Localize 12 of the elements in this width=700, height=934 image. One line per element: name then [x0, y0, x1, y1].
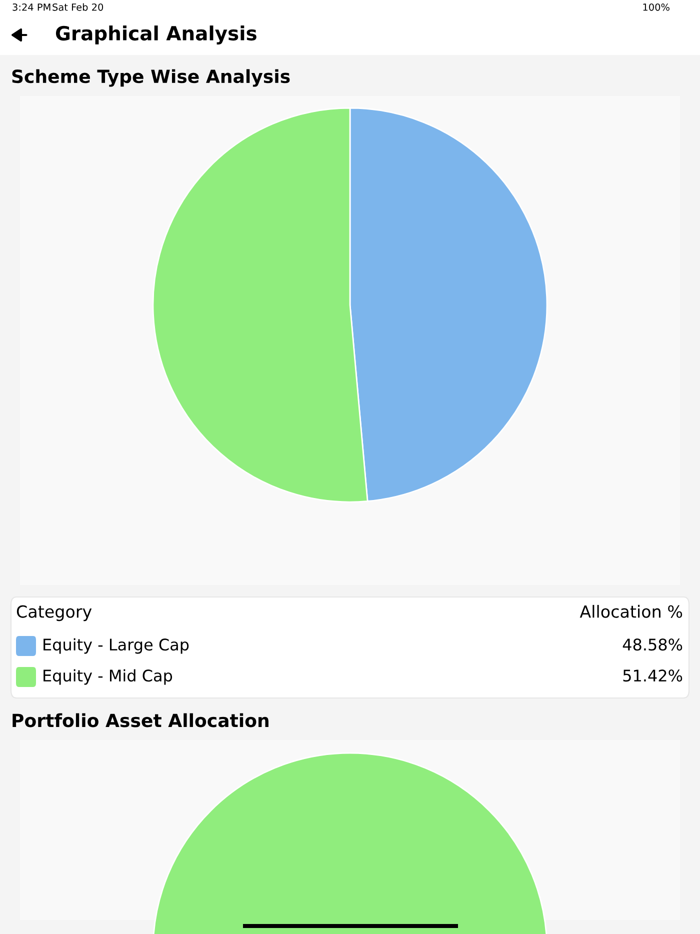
- text: Allocation %: [580, 604, 682, 618]
- legend-label: Equity - Large Cap: [44, 638, 189, 654]
- text: 3:24 PM: [12, 3, 50, 11]
- data-label: 51.42%: [623, 670, 682, 682]
- chart-title: Scheme Type Wise Analysis: [12, 69, 290, 87]
- text: 100%: [643, 3, 670, 11]
- text: Sat Feb 20: [52, 3, 104, 11]
- data-label: 48.58%: [622, 638, 682, 651]
- chart-title: Portfolio Asset Allocation: [12, 713, 268, 728]
- legend-title: Category: [16, 605, 92, 622]
- text: Graphical Analysis: [56, 26, 256, 44]
- legend-label: Equity - Mid Cap: [44, 669, 172, 685]
